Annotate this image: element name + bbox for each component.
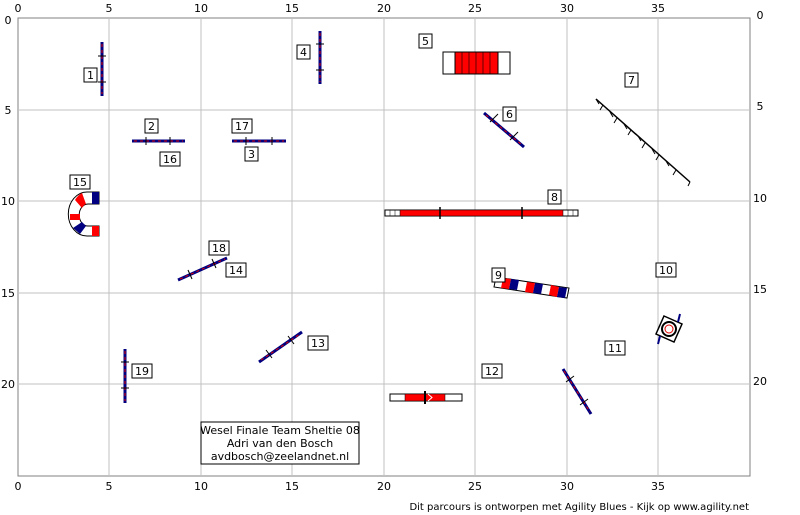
svg-text:4: 4: [300, 46, 307, 59]
svg-text:1: 1: [87, 69, 94, 82]
number-2: 2: [144, 118, 159, 134]
svg-text:7: 7: [628, 74, 635, 87]
x-tick-bottom-10: 10: [194, 480, 208, 493]
obstacle-19-jump-icon: [121, 349, 129, 403]
x-tick-top-0: 0: [15, 2, 22, 15]
svg-text:18: 18: [212, 242, 226, 255]
obstacle-2-jump-icon: [132, 137, 185, 145]
x-tick-top-10: 10: [194, 2, 208, 15]
obstacle-number-labels: 1 2 3 4 5 6 7 8: [69, 33, 677, 379]
obstacle-13-jump-icon: [258, 330, 303, 364]
course-designer: Adri van den Bosch: [227, 437, 333, 450]
x-tick-top-35: 35: [651, 2, 665, 15]
number-4: 4: [296, 44, 311, 60]
top-axis: 0 5 10 15 20 25 30 35: [15, 2, 666, 15]
y-tick-right-5: 5: [757, 100, 764, 113]
svg-text:6: 6: [506, 108, 513, 121]
svg-text:5: 5: [422, 35, 429, 48]
obstacle-chute-icon: [389, 391, 463, 404]
number-18: 18: [208, 240, 230, 256]
obstacle-7-weave-poles-icon: [595, 98, 691, 187]
x-tick-bottom-15: 15: [285, 480, 299, 493]
obstacle-12-jump-icon: [561, 368, 593, 415]
number-7: 7: [624, 72, 639, 88]
number-13: 13: [307, 335, 329, 351]
svg-text:3: 3: [248, 148, 255, 161]
number-6: 6: [502, 106, 517, 122]
svg-text:10: 10: [659, 264, 673, 277]
x-tick-bottom-0: 0: [15, 480, 22, 493]
svg-text:11: 11: [608, 342, 622, 355]
number-8: 8: [547, 189, 562, 205]
x-tick-top-30: 30: [560, 2, 574, 15]
obstacle-8-dogwalk-icon: [384, 207, 579, 219]
left-axis: 0 5 10 15 20: [1, 14, 15, 391]
y-tick-right-10: 10: [753, 192, 767, 205]
svg-text:12: 12: [485, 365, 499, 378]
obstacle-5-tunnel-icon: [442, 51, 511, 75]
right-axis: 0 5 10 15 20: [753, 9, 767, 388]
y-tick-left-0: 0: [5, 14, 12, 27]
number-12: 12: [481, 363, 503, 379]
number-16: 16: [159, 151, 181, 167]
number-9: 9: [491, 267, 506, 283]
x-tick-top-20: 20: [377, 2, 391, 15]
svg-text:16: 16: [163, 153, 177, 166]
obstacle-14-jump-icon: [177, 256, 228, 282]
x-tick-bottom-30: 30: [560, 480, 574, 493]
bottom-axis: 0 5 10 15 20 25 30 35: [15, 480, 666, 493]
obstacle-9-tunnel-icon: [493, 276, 570, 299]
footer-credit: Dit parcours is ontworpen met Agility Bl…: [409, 502, 749, 513]
number-5: 5: [418, 33, 433, 49]
svg-text:19: 19: [135, 365, 149, 378]
number-19: 19: [131, 363, 153, 379]
svg-text:17: 17: [235, 120, 249, 133]
svg-text:2: 2: [148, 120, 155, 133]
x-tick-bottom-35: 35: [651, 480, 665, 493]
number-17: 17: [231, 118, 253, 134]
obstacle-3-jump-icon: [232, 137, 286, 145]
x-tick-bottom-25: 25: [468, 480, 482, 493]
course-title: Wesel Finale Team Sheltie 08: [200, 424, 360, 437]
y-tick-right-0: 0: [757, 9, 764, 22]
svg-text:8: 8: [551, 191, 558, 204]
svg-text:15: 15: [73, 176, 87, 189]
y-tick-left-15: 15: [1, 287, 15, 300]
course-info-box: Wesel Finale Team Sheltie 08 Adri van de…: [200, 421, 360, 465]
y-tick-left-10: 10: [1, 195, 15, 208]
obstacle-6-jump-icon: [483, 111, 525, 149]
number-3: 3: [244, 146, 259, 162]
y-tick-left-5: 5: [5, 104, 12, 117]
svg-text:14: 14: [229, 264, 243, 277]
obstacle-4-jump-icon: [316, 31, 324, 84]
number-14: 14: [225, 262, 247, 278]
obstacle-1-jump-icon: [98, 42, 106, 96]
number-10: 10: [655, 262, 677, 278]
svg-text:13: 13: [311, 337, 325, 350]
course-email: avdbosch@zeelandnet.nl: [211, 450, 349, 463]
number-15: 15: [69, 174, 91, 190]
x-tick-top-5: 5: [106, 2, 113, 15]
svg-text:9: 9: [495, 269, 502, 282]
obstacle-11-tire-icon: [655, 313, 683, 345]
y-tick-right-20: 20: [753, 375, 767, 388]
x-tick-top-25: 25: [468, 2, 482, 15]
x-tick-bottom-20: 20: [377, 480, 391, 493]
number-1: 1: [83, 67, 98, 83]
x-tick-top-15: 15: [285, 2, 299, 15]
number-11: 11: [604, 340, 626, 356]
x-tick-bottom-5: 5: [106, 480, 113, 493]
grid: [18, 18, 750, 476]
y-tick-right-15: 15: [753, 283, 767, 296]
y-tick-left-20: 20: [1, 378, 15, 391]
obstacle-15-tunnel-icon: [67, 191, 100, 237]
